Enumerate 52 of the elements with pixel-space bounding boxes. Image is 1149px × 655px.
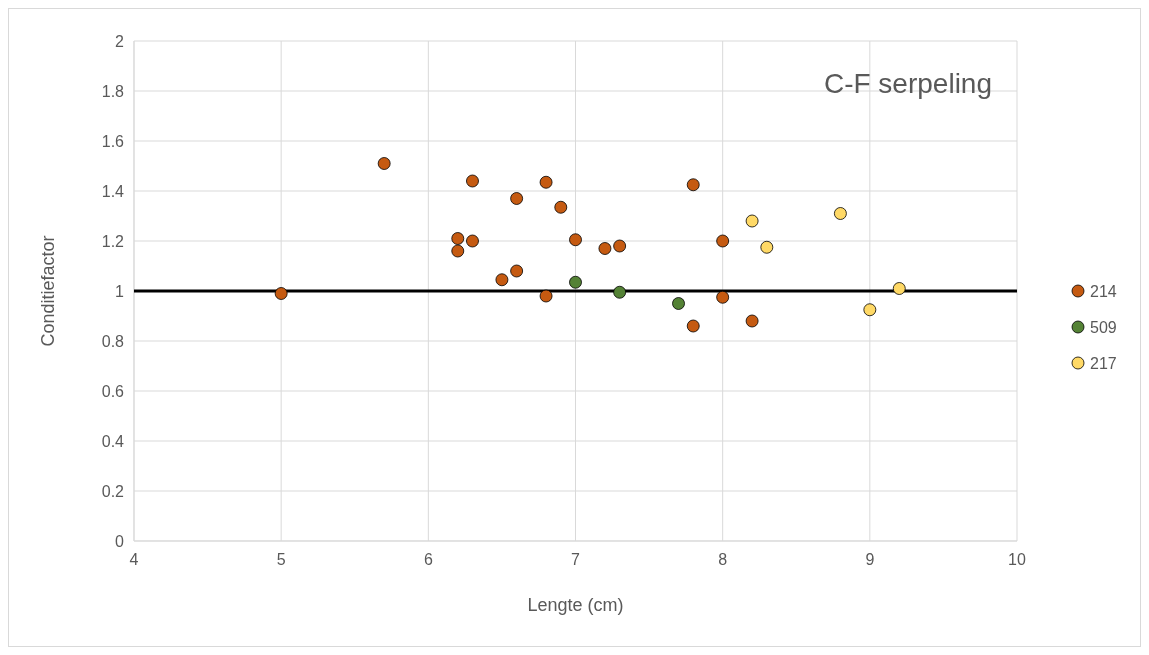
y-tick-label: 2 <box>115 32 125 50</box>
x-tick-label: 5 <box>276 551 286 568</box>
point <box>451 244 465 258</box>
point <box>539 175 553 189</box>
point <box>274 287 288 300</box>
y-axis-title: Conditiefactor <box>38 235 58 347</box>
y-tick-label: 0.6 <box>101 382 125 400</box>
y-tick-label: 0.4 <box>101 432 125 450</box>
point <box>613 239 627 253</box>
x-tick-label: 8 <box>718 551 728 568</box>
text: C-F serpeling <box>823 68 992 99</box>
point <box>451 232 465 245</box>
y-tick-label: 0 <box>115 532 125 550</box>
point <box>554 200 568 214</box>
point <box>510 192 524 205</box>
y-tick-label: 1.2 <box>101 232 125 250</box>
point <box>686 319 700 333</box>
x-tick-label: 10 <box>1008 551 1026 568</box>
point <box>598 242 612 255</box>
point <box>466 174 479 188</box>
point <box>569 233 582 247</box>
x-tick-label: 9 <box>865 551 875 568</box>
point <box>613 285 627 299</box>
y-tick-label: 1.6 <box>101 132 125 150</box>
point <box>510 264 524 278</box>
y-tick-label: 0.8 <box>101 332 125 350</box>
point <box>466 234 479 248</box>
point <box>716 234 730 248</box>
point <box>863 303 877 317</box>
point <box>716 290 730 304</box>
point <box>892 282 906 295</box>
point <box>745 314 759 328</box>
point <box>569 275 582 289</box>
legend-label: 214 <box>1090 282 1117 300</box>
y-tick-label: 1.8 <box>101 82 125 100</box>
legend-label: 217 <box>1090 354 1117 372</box>
point <box>745 214 759 228</box>
point <box>377 157 391 170</box>
point <box>760 240 774 254</box>
y-tick-label: 1 <box>115 282 125 300</box>
x-tick-label: 6 <box>423 551 433 568</box>
legend-label: 509 <box>1090 318 1117 336</box>
x-tick-label: 7 <box>571 551 581 568</box>
point <box>672 297 685 310</box>
x-tick-label: 4 <box>129 551 139 568</box>
point <box>539 289 553 303</box>
x-axis-title: Lengte (cm) <box>527 595 624 615</box>
y-tick-label: 0.2 <box>101 482 125 500</box>
point <box>495 273 509 287</box>
point <box>834 207 847 220</box>
point <box>686 178 700 192</box>
y-tick-label: 1.4 <box>101 182 125 200</box>
